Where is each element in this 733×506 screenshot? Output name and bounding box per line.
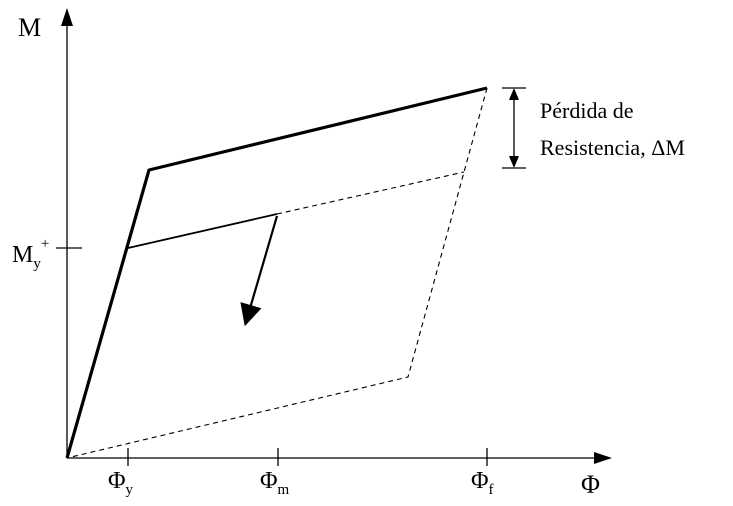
degraded-envelope-curve [127,213,278,249]
annotation-text: Resistencia, [540,135,651,160]
degraded-envelope-dashed [276,171,465,215]
y-axis-label: M [18,13,41,42]
delta-m-arrow-up [509,88,519,100]
tick-label-phi-m: Φm [260,468,290,498]
tick-label-my: My+ [12,236,49,272]
delta-m-arrow-down [509,156,519,168]
annotation-line-2: Resistencia, ΔM [540,135,685,160]
original-backbone-curve [65,86,488,459]
y-axis-arrowhead [61,8,73,26]
x-axis-label: Φ [581,470,600,499]
annotation-line-1: Pérdida de [540,98,633,123]
tick-label-phi-y: Φy [108,468,134,498]
annotation-delta-m: ΔM [651,135,685,160]
strength-degradation-arrow [240,215,279,327]
dashed-loop-curve [66,87,488,459]
x-axis-arrowhead [594,452,612,464]
tick-label-phi-f: Φf [471,468,494,498]
